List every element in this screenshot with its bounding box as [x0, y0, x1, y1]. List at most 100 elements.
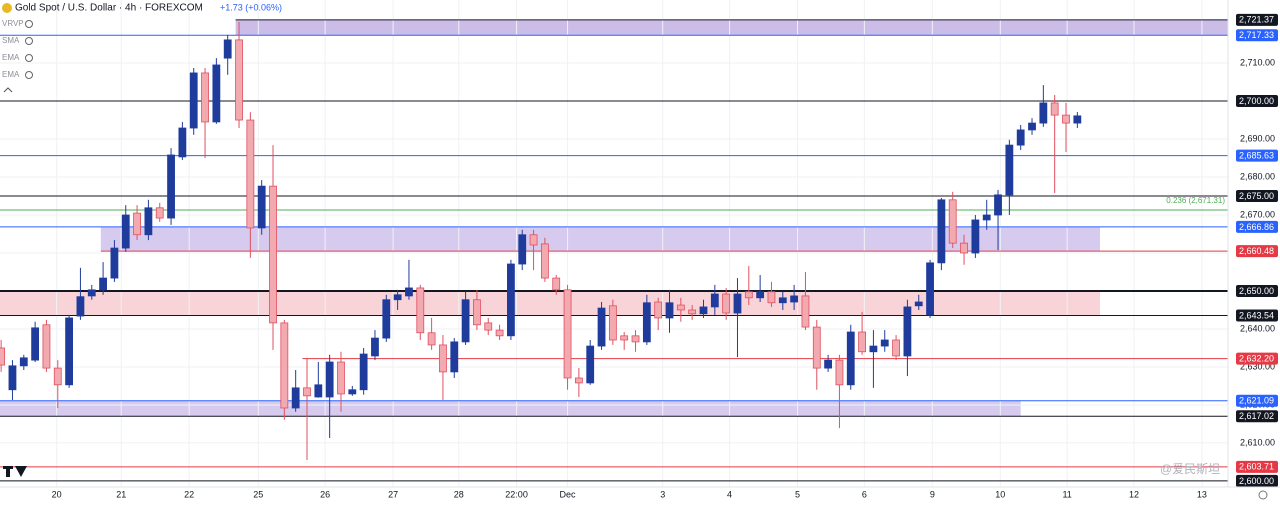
y-tick-label: 2,640.00	[1240, 323, 1275, 333]
x-tick-label: 26	[320, 489, 330, 499]
candle-body	[1050, 102, 1059, 116]
symbol-title: Gold Spot / U.S. Dollar · 4h · FOREXCOM	[15, 3, 203, 14]
candle-body	[8, 365, 17, 391]
candle-body	[280, 322, 289, 409]
candle-body	[1016, 129, 1025, 146]
candle-body	[99, 277, 107, 291]
x-tick-label: 25	[253, 489, 263, 499]
candle-body	[257, 185, 266, 229]
level-label-bg	[1236, 29, 1278, 42]
level-label-bg	[1236, 284, 1278, 297]
x-tick-label: 11	[1062, 489, 1071, 499]
candle-body	[654, 301, 663, 319]
visibility-toggle[interactable]	[25, 20, 33, 28]
candle-body	[393, 294, 402, 301]
candle-body	[960, 242, 968, 254]
candle-body	[314, 384, 323, 398]
candle-body	[461, 299, 470, 343]
symbol-icon	[2, 3, 12, 13]
price-change: +1.73 (+0.06%)	[220, 2, 282, 12]
level-label-bg	[1236, 13, 1278, 26]
candle-body	[155, 207, 164, 219]
candle-body	[869, 345, 878, 353]
candle-body	[76, 296, 85, 317]
zone	[100, 226, 1100, 252]
level-label-bg	[1236, 410, 1278, 423]
x-tick-label: 22:00	[505, 489, 528, 499]
candle-body	[1039, 102, 1048, 124]
visibility-toggle[interactable]	[25, 37, 33, 45]
candle-body	[880, 339, 889, 347]
candle-body	[291, 387, 300, 409]
candle-body	[223, 39, 232, 59]
candle-body	[790, 295, 799, 303]
x-tick-label: 13	[1197, 489, 1207, 499]
level-label: 2,685.63	[1239, 151, 1274, 161]
candle-body	[733, 293, 742, 314]
level-label: 2,621.09	[1239, 396, 1274, 406]
candle-body	[642, 302, 651, 343]
candle-body	[371, 337, 379, 357]
settings-button[interactable]	[1258, 490, 1268, 500]
candle-body	[824, 359, 833, 369]
tv-logo	[3, 466, 27, 477]
indicator-label: VRVP	[2, 19, 24, 28]
watermark: @爱民斯坦	[1160, 462, 1220, 476]
candle-body	[903, 306, 912, 357]
level-label: 2,643.54	[1239, 310, 1274, 320]
candle-body	[201, 72, 209, 123]
candle-body	[563, 289, 572, 379]
level-label-bg	[1236, 394, 1278, 407]
candle-body	[427, 332, 436, 346]
candle-body	[756, 291, 765, 299]
indicator-label: EMA	[2, 70, 20, 79]
candle-body	[235, 39, 243, 121]
candle-body	[167, 154, 175, 219]
zone	[235, 19, 1229, 36]
x-tick-label: 28	[454, 489, 464, 499]
candle-body	[597, 307, 606, 347]
candle-body	[586, 345, 595, 384]
x-tick-label: 22	[184, 489, 194, 499]
x-tick-label: 3	[660, 489, 665, 499]
x-tick-label: 27	[388, 489, 398, 499]
level-label-bg	[1236, 190, 1278, 203]
y-tick-label: 2,690.00	[1240, 133, 1275, 143]
x-tick-label: 4	[727, 489, 732, 499]
y-tick-label: 2,630.00	[1240, 361, 1275, 371]
fib-label: 0.236 (2,671.31)	[1166, 196, 1225, 205]
candle-body	[507, 263, 515, 337]
level-label-bg	[1236, 149, 1278, 162]
candle-body	[133, 212, 141, 236]
level-label-bg	[1236, 220, 1278, 233]
candle-body	[382, 299, 391, 339]
y-tick-label: 2,710.00	[1240, 57, 1275, 67]
candle-body	[359, 353, 368, 391]
candle-body	[676, 304, 685, 311]
candle-body	[722, 293, 731, 314]
level-label-bg	[1236, 309, 1278, 322]
indicator-label: SMA	[2, 36, 20, 45]
x-tick-label: 9	[930, 489, 935, 499]
candle-body	[858, 331, 866, 353]
candle-body	[303, 387, 311, 397]
candle-body	[631, 335, 640, 343]
collapse-button[interactable]	[3, 87, 13, 93]
candle-body	[416, 287, 425, 334]
zone	[0, 400, 1021, 417]
candle-body	[65, 317, 74, 386]
candle-body	[189, 72, 198, 129]
candle-body	[608, 305, 617, 341]
candle-body	[325, 361, 334, 398]
visibility-toggle[interactable]	[25, 71, 33, 79]
level-label: 2,603.71	[1239, 462, 1274, 472]
candle-body	[144, 207, 153, 236]
x-tick-label: 20	[52, 489, 62, 499]
candle-body	[0, 347, 6, 366]
y-tick-label: 2,670.00	[1240, 209, 1275, 219]
candle-body	[812, 326, 821, 369]
x-tick-label: 5	[795, 489, 800, 499]
visibility-toggle[interactable]	[25, 54, 33, 62]
level-label: 2,666.86	[1239, 222, 1274, 232]
